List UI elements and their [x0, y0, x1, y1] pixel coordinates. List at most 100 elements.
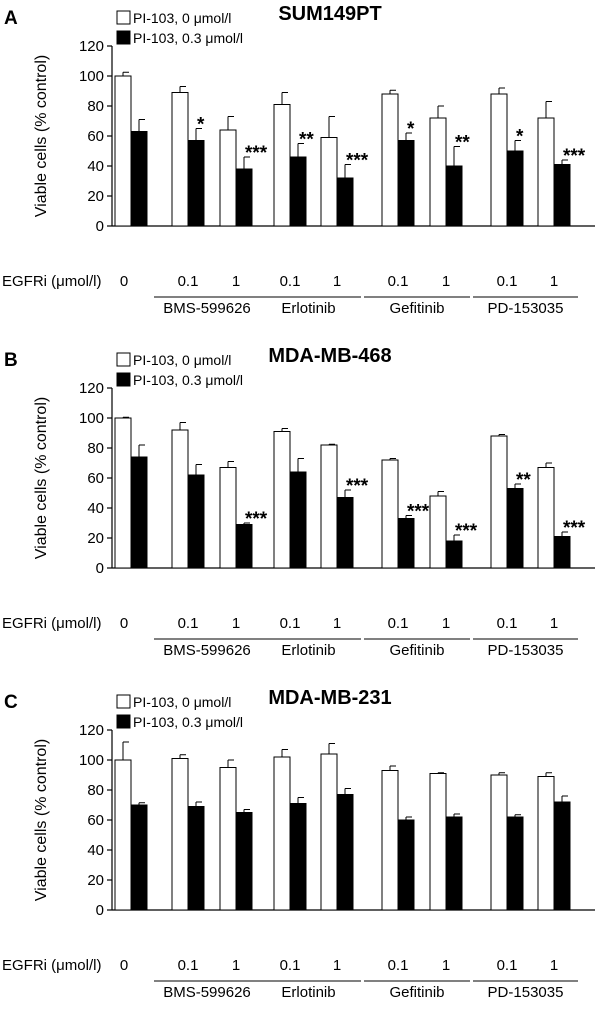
legend-swatch-1 — [117, 695, 130, 708]
chart-panel-C: C MDA-MB-231 PI-103, 0 μmol/l PI-103, 0.3 μ… — [2, 687, 595, 1001]
bar-s2-c3 — [290, 157, 306, 226]
panel-letter: A — [4, 8, 18, 29]
legend-label-2: PI-103, 0.3 μmol/l — [133, 30, 243, 46]
significance-label: *** — [346, 151, 369, 172]
group-label: Gefitinib — [389, 642, 444, 659]
significance-label: * — [197, 115, 205, 136]
x-tick-label: 1 — [550, 615, 558, 632]
bar-s2-c5 — [398, 141, 414, 227]
bar-s1-c0 — [115, 418, 131, 568]
y-tick-label: 120 — [79, 38, 104, 55]
x-tick-label: 0.1 — [280, 273, 301, 290]
legend-swatch-2 — [117, 31, 130, 44]
bar-s2-c8 — [554, 802, 570, 910]
x-tick-label: 0.1 — [178, 957, 199, 974]
bar-s2-c1 — [188, 807, 204, 911]
x-tick-label: 1 — [442, 615, 450, 632]
x-tick-label: 0.1 — [497, 615, 518, 632]
x-tick-label: 1 — [232, 273, 240, 290]
y-tick-label: 100 — [79, 68, 104, 85]
bar-s1-c7 — [491, 436, 507, 568]
x-axis-label: EGFRi (μmol/l) — [2, 957, 101, 974]
x-tick-label: 1 — [333, 273, 341, 290]
significance-label: * — [516, 127, 524, 148]
bar-s1-c2 — [220, 130, 236, 226]
legend-swatch-2 — [117, 373, 130, 386]
x-tick-label: 1 — [333, 957, 341, 974]
group-label: Gefitinib — [389, 984, 444, 1001]
bar-s1-c7 — [491, 94, 507, 226]
chart-panel-A: A SUM149PT PI-103, 0 μmol/l PI-103, 0.3 μmo… — [2, 3, 595, 317]
bar-s2-c0 — [131, 805, 147, 910]
legend-swatch-1 — [117, 11, 130, 24]
legend-swatch-1 — [117, 353, 130, 366]
y-tick-label: 80 — [87, 98, 104, 115]
bar-s1-c7 — [491, 775, 507, 910]
bar-s2-c8 — [554, 537, 570, 569]
x-tick-label: 1 — [442, 273, 450, 290]
bar-s2-c1 — [188, 141, 204, 227]
bar-s1-c3 — [274, 432, 290, 569]
significance-label: * — [407, 119, 415, 140]
legend-label-1: PI-103, 0 μmol/l — [133, 694, 231, 710]
x-tick-label: 1 — [232, 615, 240, 632]
group-label: Erlotinib — [281, 642, 335, 659]
bar-s2-c7 — [507, 817, 523, 910]
y-tick-label: 0 — [96, 902, 104, 919]
bar-s1-c3 — [274, 105, 290, 227]
y-tick-label: 40 — [87, 500, 104, 517]
significance-label: *** — [563, 518, 586, 539]
bar-s2-c0 — [131, 457, 147, 568]
bar-s1-c5 — [382, 94, 398, 226]
bar-s2-c6 — [446, 541, 462, 568]
legend-label-2: PI-103, 0.3 μmol/l — [133, 372, 243, 388]
significance-label: ** — [516, 470, 531, 491]
y-tick-label: 20 — [87, 530, 104, 547]
panel-title: MDA-MB-468 — [268, 345, 391, 367]
y-tick-label: 20 — [87, 188, 104, 205]
x-tick-label: 1 — [550, 273, 558, 290]
x-tick-label: 0.1 — [497, 957, 518, 974]
y-tick-label: 120 — [79, 380, 104, 397]
group-label: Erlotinib — [281, 300, 335, 317]
significance-label: ** — [299, 130, 314, 151]
y-tick-label: 20 — [87, 872, 104, 889]
x-tick-label: 1 — [550, 957, 558, 974]
x-tick-label: 1 — [232, 957, 240, 974]
bar-s1-c1 — [172, 430, 188, 568]
bar-s1-c4 — [321, 445, 337, 568]
bar-s1-c2 — [220, 468, 236, 569]
bar-s1-c2 — [220, 768, 236, 911]
bar-s1-c1 — [172, 759, 188, 911]
bar-s2-c3 — [290, 472, 306, 568]
bar-s2-c8 — [554, 165, 570, 227]
bar-s1-c3 — [274, 757, 290, 910]
legend-label-1: PI-103, 0 μmol/l — [133, 10, 231, 26]
y-tick-label: 120 — [79, 722, 104, 739]
bar-s2-c5 — [398, 519, 414, 569]
y-tick-label: 40 — [87, 842, 104, 859]
significance-label: *** — [245, 509, 268, 530]
bar-s1-c5 — [382, 460, 398, 568]
group-label: Erlotinib — [281, 984, 335, 1001]
bar-s2-c4 — [337, 178, 353, 226]
x-tick-label: 0.1 — [497, 273, 518, 290]
bar-s1-c6 — [430, 496, 446, 568]
y-axis-label: Viable cells (% control) — [33, 397, 50, 559]
bar-s1-c0 — [115, 760, 131, 910]
significance-label: *** — [407, 502, 430, 523]
y-tick-label: 0 — [96, 560, 104, 577]
group-label: PD-153035 — [488, 642, 564, 659]
bar-s1-c4 — [321, 754, 337, 910]
bar-s1-c8 — [538, 468, 554, 569]
chart-panel-B: B MDA-MB-468 PI-103, 0 μmol/l PI-103, 0.3 μ… — [2, 345, 595, 659]
group-label: BMS-599626 — [163, 642, 251, 659]
legend-label-2: PI-103, 0.3 μmol/l — [133, 714, 243, 730]
bar-s2-c3 — [290, 804, 306, 911]
bar-s1-c5 — [382, 771, 398, 911]
y-tick-label: 60 — [87, 128, 104, 145]
legend-swatch-2 — [117, 715, 130, 728]
bar-s1-c4 — [321, 138, 337, 227]
x-tick-label: 0 — [120, 615, 128, 632]
